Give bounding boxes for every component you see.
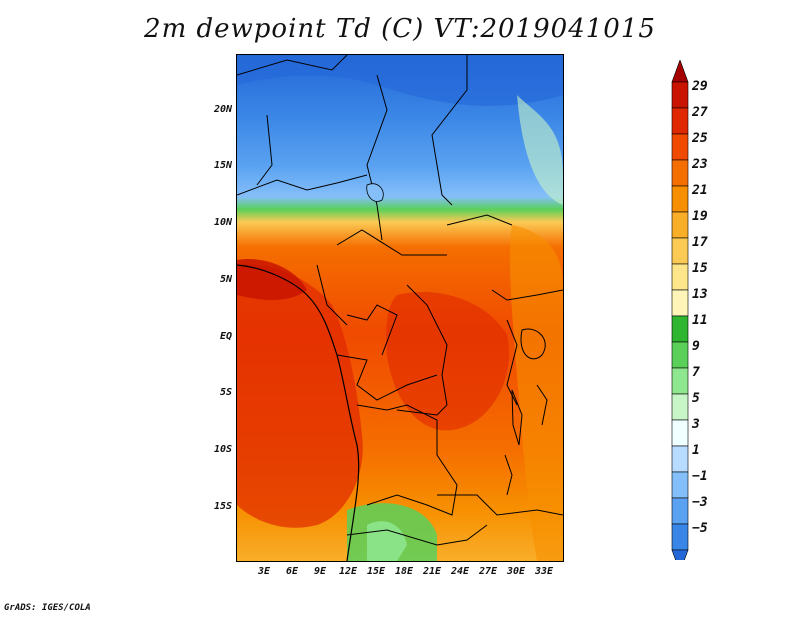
map-title: 2m dewpoint Td (C) VT:2019041015: [144, 14, 656, 44]
colorbar-box: [671, 341, 689, 369]
lake-chad: [366, 183, 384, 202]
lat-label-15n: 15N: [213, 160, 232, 171]
coastal-humid-zone: [237, 264, 363, 528]
colorbar-label-29: 29: [692, 79, 708, 94]
colorbar-label-13: 13: [692, 287, 708, 302]
colorbar-box: [671, 159, 689, 187]
map-canvas: [237, 55, 563, 561]
lon-label-9e: 9E: [313, 566, 327, 577]
great-lakes: [504, 328, 548, 496]
lon-label-21e: 21E: [422, 566, 442, 577]
lon-label-27e: 27E: [478, 566, 498, 577]
dewpoint-map: [236, 54, 564, 562]
colorbar-box: [671, 289, 689, 317]
colorbar-box: [671, 237, 689, 265]
colorbar-box: [671, 81, 689, 109]
east-africa-highlands: [509, 225, 563, 561]
lon-label-24e: 24E: [450, 566, 470, 577]
colorbar-label-neg3: −3: [692, 495, 708, 510]
colorbar-label-9: 9: [692, 339, 700, 354]
colorbar-box: [671, 471, 689, 499]
colorbar-box: [671, 419, 689, 447]
colorbar-label-neg5: −5: [692, 521, 708, 536]
lat-label-10s: 10S: [213, 444, 232, 455]
colorbar-box: [671, 133, 689, 161]
lon-label-18e: 18E: [394, 566, 414, 577]
colorbar-box: [671, 107, 689, 135]
colorbar-label-15: 15: [692, 261, 708, 276]
colorbar: [671, 60, 689, 560]
lat-label-eq: EQ: [219, 331, 232, 342]
lon-label-12e: 12E: [338, 566, 358, 577]
congo-basin-zone: [386, 291, 510, 431]
lat-label-5n: 5N: [219, 274, 232, 285]
colorbar-label-11: 11: [692, 313, 708, 328]
colorbar-label-neg1: −1: [692, 469, 708, 484]
colorbar-label-25: 25: [692, 131, 708, 146]
colorbar-box: [671, 211, 689, 239]
colorbar-box: [671, 315, 689, 343]
lon-label-30e: 30E: [506, 566, 526, 577]
gulf-of-guinea-max: [237, 259, 307, 300]
colorbar-label-5: 5: [692, 391, 700, 406]
colorbar-box: [671, 393, 689, 421]
atlantic-coastline: [237, 264, 360, 561]
country-borders: [237, 55, 563, 546]
red-sea-moist-zone: [517, 95, 563, 205]
colorbar-label-19: 19: [692, 209, 708, 224]
colorbar-bottom-triangle: [671, 549, 689, 560]
colorbar-box: [671, 523, 689, 551]
lon-label-3e: 3E: [257, 566, 271, 577]
lat-label-10n: 10N: [213, 217, 232, 228]
lat-label-5s: 5S: [219, 387, 232, 398]
colorbar-label-1: 1: [692, 443, 700, 458]
colorbar-label-3: 3: [692, 417, 700, 432]
colorbar-label-21: 21: [692, 183, 708, 198]
colorbar-box: [671, 367, 689, 395]
colorbar-label-23: 23: [692, 157, 708, 172]
colorbar-label-17: 17: [692, 235, 708, 250]
lon-label-6e: 6E: [285, 566, 299, 577]
colorbar-box: [671, 445, 689, 473]
colorbar-box: [671, 497, 689, 525]
colorbar-box: [671, 185, 689, 213]
colorbar-label-7: 7: [692, 365, 700, 380]
colorbar-top-triangle: [671, 60, 689, 83]
sahara-dry-zone: [237, 55, 563, 106]
grads-credit: GrADS: IGES/COLA: [4, 603, 91, 613]
lat-label-20n: 20N: [213, 104, 232, 115]
lon-label-15e: 15E: [366, 566, 386, 577]
colorbar-label-27: 27: [692, 105, 708, 120]
lat-label-15s: 15S: [213, 501, 232, 512]
lon-label-33e: 33E: [534, 566, 554, 577]
colorbar-box: [671, 263, 689, 291]
